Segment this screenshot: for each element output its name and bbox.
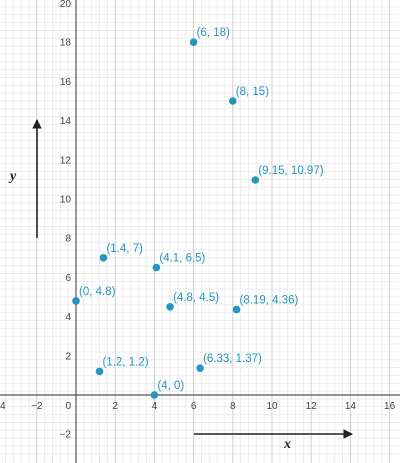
data-point (95, 367, 104, 376)
data-point (232, 305, 241, 314)
data-point-label: (0, 4.8) (79, 286, 116, 298)
x-tick-label: 16 (384, 401, 396, 412)
x-tick-label: −2 (31, 401, 43, 412)
y-tick-label: 6 (65, 273, 71, 284)
data-point-label: (9.15, 10.97) (258, 165, 323, 177)
y-tick-label: 12 (60, 155, 72, 166)
origin-label: 0 (65, 401, 71, 412)
data-point-label: (4, 0) (157, 380, 184, 392)
y-tick-label: 16 (60, 77, 72, 88)
x-tick-label: 8 (230, 401, 236, 412)
data-point (150, 391, 159, 399)
data-point (229, 97, 237, 105)
data-point (152, 263, 161, 272)
data-point (99, 253, 108, 262)
data-point (196, 364, 204, 372)
data-point (189, 38, 198, 46)
y-tick-label: 4 (65, 312, 71, 323)
data-point (251, 176, 260, 184)
data-point-label: (4.1, 6.5) (159, 253, 205, 265)
y-tick-label: 10 (60, 195, 72, 206)
data-point-label: (1.4, 7) (106, 243, 143, 255)
x-tick-label: 4 (0, 401, 6, 412)
y-tick-label: 8 (65, 234, 71, 245)
x-axis-label: x (283, 437, 291, 452)
x-tick-label: 2 (112, 401, 118, 412)
y-tick-label: 18 (60, 38, 72, 49)
data-point-label: (6.33, 1.37) (203, 353, 262, 365)
x-tick-label: 4 (152, 401, 158, 412)
data-points: (6, 18) (8, 15) (9.15, 10.97) (1.4, 7) (4.1,… (72, 27, 324, 399)
y-tick-label: 2 (65, 351, 71, 362)
data-point-label: (1.2, 1.2) (103, 356, 149, 368)
data-point-label: (6, 18) (197, 27, 230, 39)
x-tick-label: 12 (306, 401, 318, 412)
x-tick-label: 10 (266, 401, 278, 412)
y-tick-label: −2 (60, 430, 72, 441)
y-tick-label: 14 (60, 116, 72, 127)
data-point-label: (8.19, 4.36) (240, 295, 299, 307)
data-point-label: (8, 15) (236, 86, 269, 98)
x-tick-label: 6 (191, 401, 197, 412)
x-tick-label: 14 (345, 401, 357, 412)
tick-labels: 4 −2 2 4 6 8 10 12 14 16 −2 2 4 6 8 10 12 14 16 18 20 0 (0, 0, 396, 441)
y-tick-label: 20 (60, 0, 72, 10)
data-point (72, 297, 80, 305)
data-point-label: (4.8, 4.5) (173, 292, 219, 304)
y-axis-label: y (8, 169, 17, 184)
data-point (166, 303, 174, 311)
